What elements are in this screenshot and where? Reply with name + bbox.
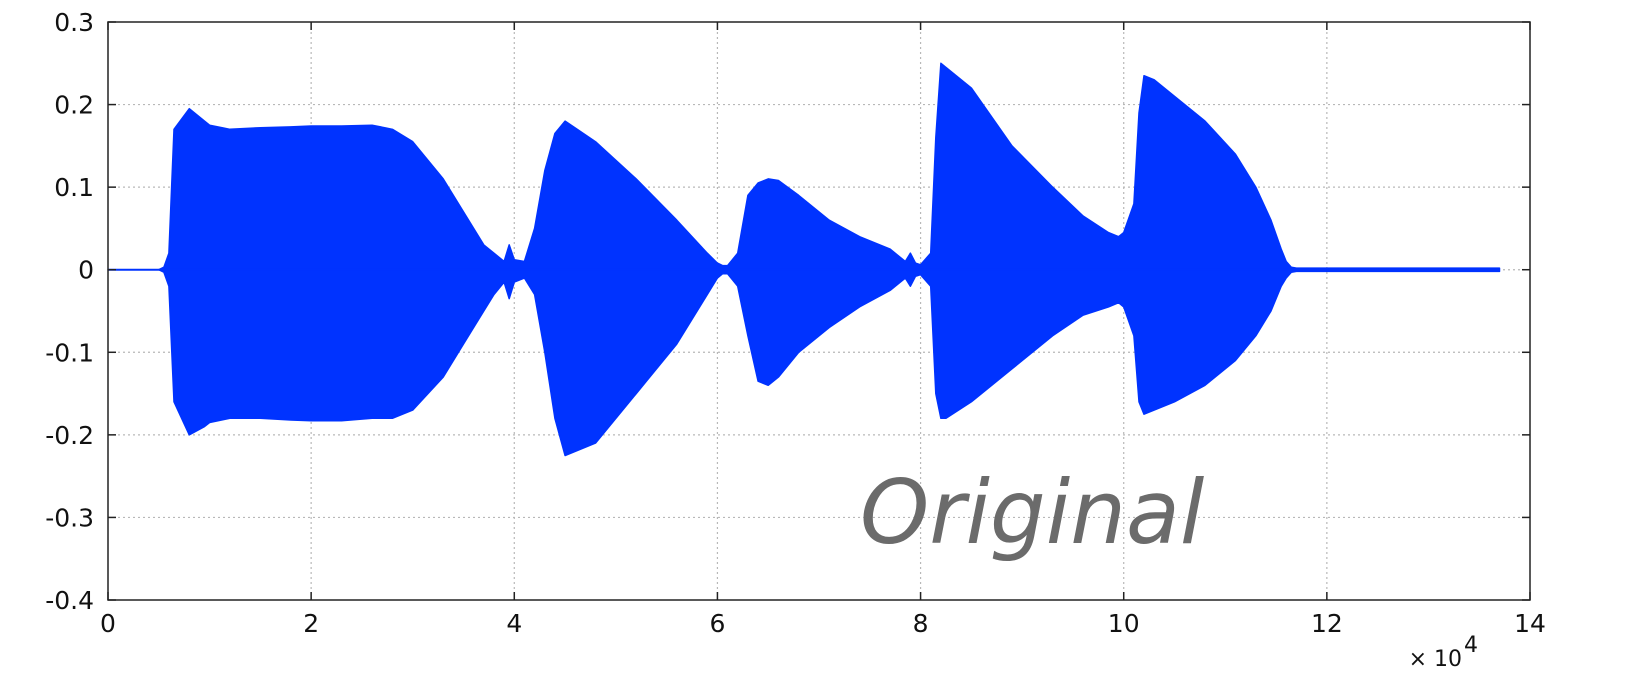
y-tick-label: -0.1 (45, 338, 94, 367)
tick-marks (107, 21, 1531, 601)
annotation-original: Original (860, 461, 1205, 564)
x-tick-label: 4 (506, 609, 522, 638)
y-tick-label: 0.1 (54, 173, 94, 202)
x-tick-label: 10 (1108, 609, 1140, 638)
x-tick-label: 14 (1514, 609, 1546, 638)
x-tick-label: 0 (100, 609, 116, 638)
series-layer (107, 62, 1501, 457)
y-tick-label: -0.4 (45, 586, 94, 615)
x-tick-label: 8 (913, 609, 929, 638)
y-tick-label: 0.2 (54, 91, 94, 120)
x-tick-label: 12 (1311, 609, 1343, 638)
y-tick-label: 0 (78, 256, 94, 285)
y-tick-label: -0.3 (45, 503, 94, 532)
x-multiplier-exponent: 4 (1464, 633, 1478, 658)
x-tick-label: 6 (709, 609, 725, 638)
x-tick-label: 2 (303, 609, 319, 638)
plot-frame (107, 21, 1531, 601)
x-multiplier-label: × 10 (1409, 647, 1462, 672)
y-tick-label: 0.3 (54, 8, 94, 37)
x-tick-labels: 0 2 4 6 8 10 12 14 (100, 609, 1546, 638)
y-tick-labels: 0.3 0.2 0.1 0 -0.1 -0.2 -0.3 -0.4 (45, 8, 94, 615)
y-tick-label: -0.2 (45, 421, 94, 450)
